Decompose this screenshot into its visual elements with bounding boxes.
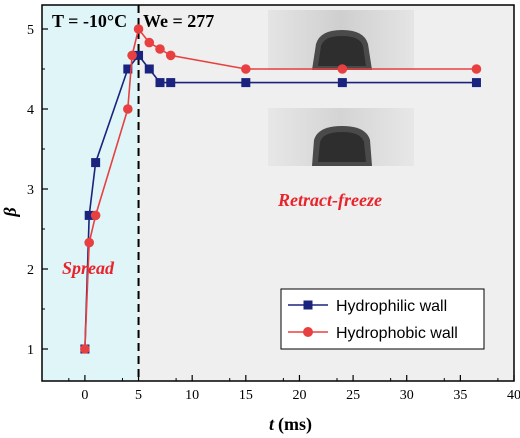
data-point	[144, 37, 155, 48]
legend-box	[280, 288, 485, 350]
y-tick-label: 2	[27, 263, 34, 278]
y-tick-label: 3	[27, 183, 34, 198]
x-tick-label: 0	[81, 388, 88, 403]
data-point	[144, 64, 154, 74]
y-tick-label: 1	[27, 343, 34, 358]
x-tick-label: 20	[292, 388, 306, 403]
data-point	[91, 158, 101, 168]
legend-label-hydrophobic: Hydrophobic wall	[336, 325, 458, 342]
data-point	[471, 64, 482, 74]
data-point	[337, 78, 347, 88]
x-axis-unit: (ms)	[278, 414, 312, 435]
y-tick-label: 4	[27, 103, 34, 118]
droplet-photo-top	[268, 10, 414, 70]
x-tick-label: 30	[400, 388, 414, 403]
weber-number-label: We = 277	[143, 11, 214, 31]
x-tick-label: 40	[507, 388, 520, 403]
spread-region	[42, 5, 139, 381]
x-axis-title: t	[269, 414, 275, 434]
temperature-label: T = -10°C	[52, 11, 127, 31]
data-point	[84, 237, 94, 248]
data-point	[155, 78, 165, 88]
droplet-photo-bottom	[268, 108, 414, 166]
series-layer	[80, 24, 482, 354]
data-point	[123, 104, 133, 114]
y-axis-title: β	[0, 207, 20, 218]
x-tick-label: 35	[453, 388, 467, 403]
retract-freeze-label: Retract-freeze	[277, 190, 382, 210]
data-point	[165, 50, 176, 61]
data-point	[337, 64, 348, 74]
plot-frame	[41, 4, 515, 382]
x-axis: 0 5 10 15 20 25 30 35 40	[68, 375, 520, 403]
data-point	[166, 78, 176, 88]
data-point	[134, 50, 144, 60]
data-point	[471, 78, 481, 88]
data-point	[133, 24, 144, 34]
series-hydrophobic	[80, 24, 482, 354]
y-tick-label: 5	[27, 23, 34, 38]
data-point	[241, 64, 251, 74]
spread-label: Spread	[62, 258, 115, 278]
x-tick-label: 25	[346, 388, 360, 403]
data-point	[127, 50, 137, 61]
data-point	[80, 344, 90, 354]
x-tick-label: 5	[135, 388, 142, 403]
data-point	[241, 78, 251, 88]
y-axis: 1 2 3 4 5	[27, 23, 48, 358]
legend-marker-hydrophilic	[303, 300, 313, 310]
legend: Hydrophilic wall Hydrophobic wall	[280, 288, 485, 350]
x-tick-label: 15	[239, 388, 253, 403]
legend-marker-hydrophobic	[303, 327, 313, 337]
data-point	[123, 64, 133, 74]
legend-label-hydrophilic: Hydrophilic wall	[336, 298, 447, 315]
data-point	[90, 210, 101, 221]
data-point	[84, 210, 94, 220]
data-point	[155, 44, 165, 54]
x-tick-label: 10	[185, 388, 199, 403]
